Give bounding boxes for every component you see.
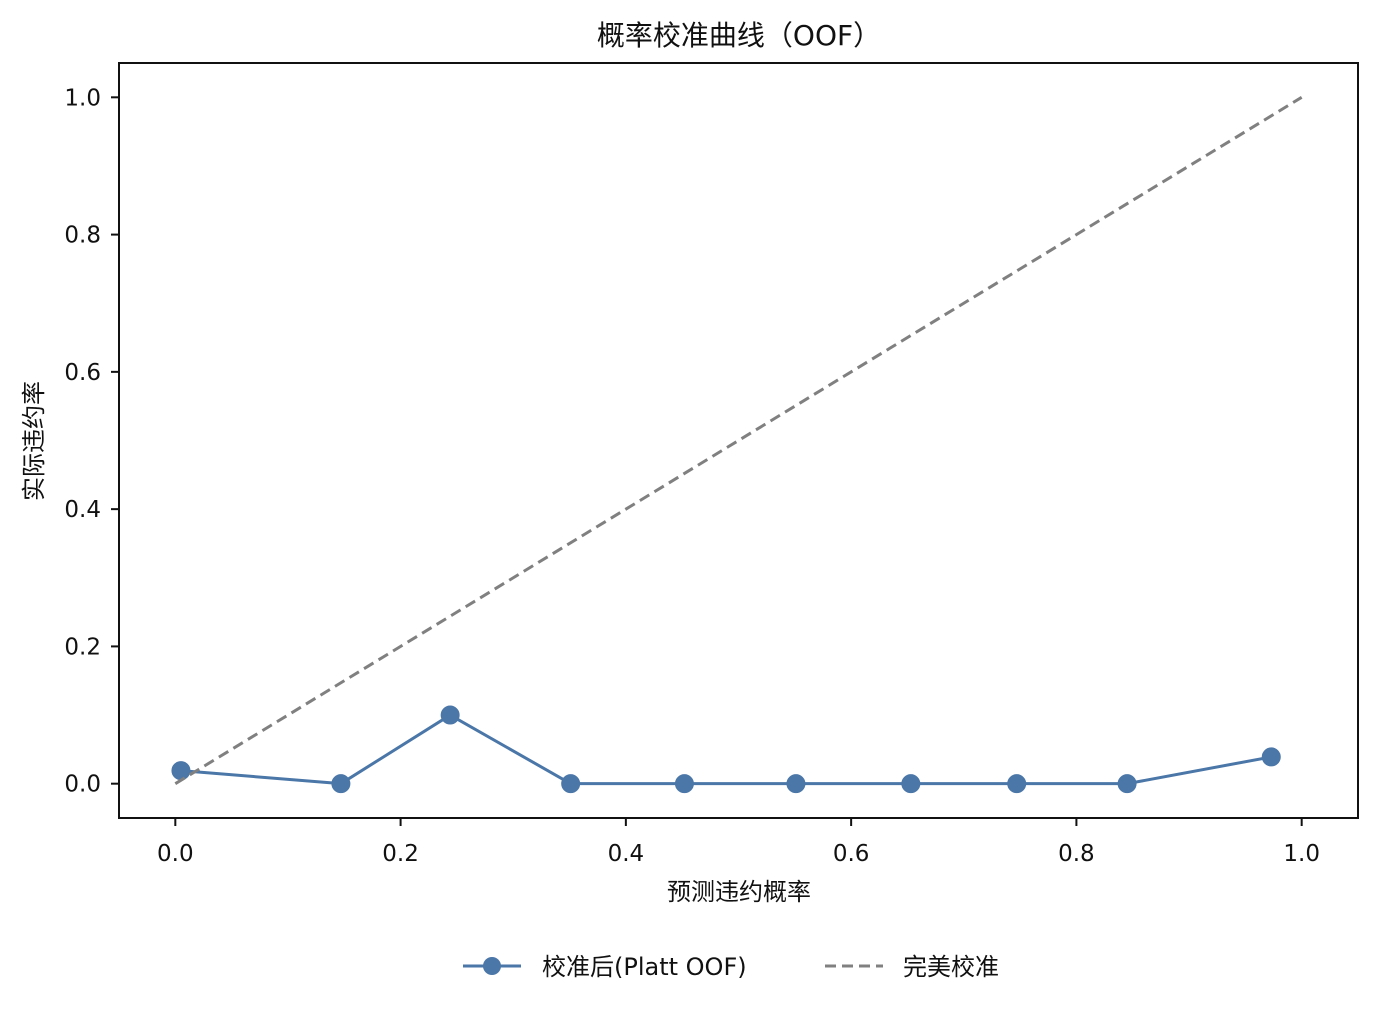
calibrated-point <box>171 761 191 781</box>
legend-label-calibrated: 校准后(Platt OOF) <box>542 953 747 981</box>
y-tick-label: 0.4 <box>64 497 101 523</box>
x-tick-label: 0.8 <box>1058 841 1095 867</box>
calibrated-point <box>1261 747 1281 767</box>
x-tick-label: 0.6 <box>833 841 870 867</box>
calibrated-point <box>674 774 694 794</box>
y-tick-label: 0.0 <box>64 772 101 798</box>
calibrated-point <box>561 774 581 794</box>
x-tick-label: 0.0 <box>157 841 194 867</box>
x-axis-label: 预测违约概率 <box>667 878 811 906</box>
tick-layer: 0.0 0.2 0.4 0.6 0.8 1.0 0.0 0.2 0.4 0.6 0.8 1.0 <box>64 85 1320 867</box>
series-layer <box>171 96 1303 794</box>
x-tick-label: 1.0 <box>1283 841 1320 867</box>
calibrated-series-line <box>180 713 1272 786</box>
y-axis-label: 实际违约率 <box>20 381 48 501</box>
legend-marker-calibrated <box>483 957 501 975</box>
calibrated-point <box>901 774 921 794</box>
calibrated-point <box>331 774 351 794</box>
legend-label-perfect: 完美校准 <box>903 953 999 981</box>
y-tick-label: 0.2 <box>64 634 101 660</box>
calibrated-point <box>1007 774 1027 794</box>
chart-title: 概率校准曲线（OOF） <box>597 19 881 52</box>
plot-frame <box>118 62 1359 819</box>
calibrated-point <box>786 774 806 794</box>
plot-layer <box>118 62 1359 819</box>
legend: 校准后(Platt OOF) 完美校准 <box>463 953 999 981</box>
calibrated-point <box>1117 774 1137 794</box>
x-tick-label: 0.2 <box>382 841 419 867</box>
y-tick-label: 1.0 <box>64 85 101 111</box>
calibrated-point <box>440 705 460 725</box>
x-tick-label: 0.4 <box>608 841 645 867</box>
y-tick-label: 0.8 <box>64 223 101 249</box>
y-tick-label: 0.6 <box>64 360 101 386</box>
